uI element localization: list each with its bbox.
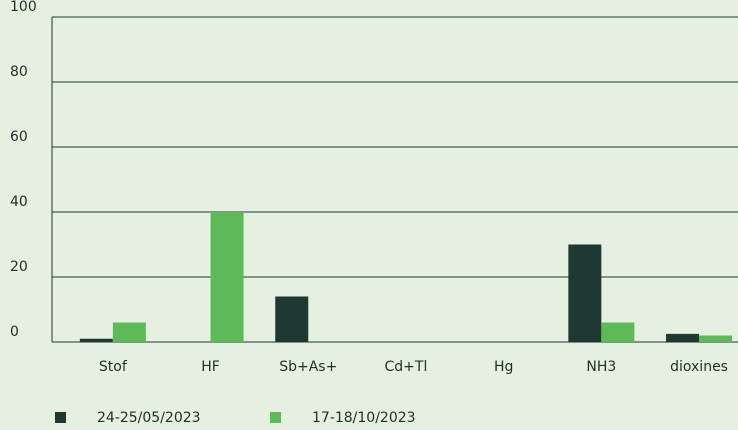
x-tick-label: Sb+As+ (279, 359, 337, 375)
bar (699, 335, 733, 342)
y-tick-label: 60 (10, 129, 28, 145)
bar (568, 244, 602, 342)
bar (601, 322, 635, 342)
bar (79, 338, 113, 342)
legend-label: 24-25/05/2023 (97, 410, 201, 426)
y-tick-label: 80 (10, 64, 28, 80)
y-tick-label: 20 (10, 259, 28, 275)
y-tick-label: 40 (10, 194, 28, 210)
bar (112, 322, 146, 342)
bar (275, 296, 309, 342)
bar (210, 212, 244, 342)
x-tick-label: Hg (494, 359, 513, 375)
x-tick-label: Stof (99, 359, 128, 375)
x-tick-label: dioxines (670, 359, 728, 375)
x-tick-label: NH3 (586, 359, 616, 375)
bar (666, 333, 700, 342)
x-tick-label: HF (201, 359, 220, 375)
legend-swatch (55, 412, 66, 423)
legend-label: 17-18/10/2023 (312, 410, 416, 426)
y-tick-label: 0 (10, 324, 19, 340)
x-tick-label: Cd+Tl (385, 359, 428, 375)
y-tick-label: 100 (10, 0, 37, 15)
legend-swatch (270, 412, 281, 423)
